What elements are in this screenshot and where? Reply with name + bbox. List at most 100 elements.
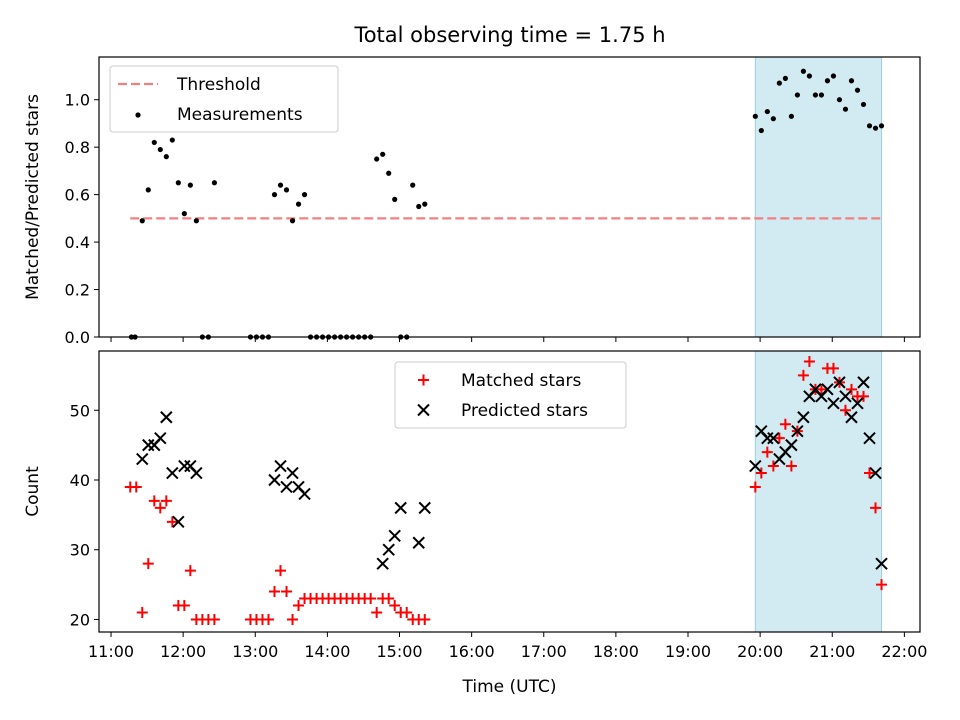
y-tick-label: 0.4 xyxy=(65,233,90,252)
matched-point xyxy=(371,606,383,618)
legend-box xyxy=(394,361,627,429)
matched-point xyxy=(275,565,287,577)
matched-point xyxy=(401,606,413,618)
predicted-point xyxy=(875,557,888,570)
x-tick-label: 16:00 xyxy=(449,642,495,661)
matched-point xyxy=(130,481,142,493)
measurement-point xyxy=(794,92,800,98)
highlight-span xyxy=(754,350,883,633)
predicted-point xyxy=(136,452,149,466)
measurement-point xyxy=(181,211,187,217)
matched-point xyxy=(803,355,815,367)
matched-point xyxy=(419,613,431,625)
measurement-point xyxy=(301,192,308,198)
measurement-point xyxy=(422,201,428,207)
measurement-point xyxy=(872,125,879,131)
measurement-point xyxy=(782,75,788,81)
predicted-point xyxy=(274,459,287,473)
measurement-point xyxy=(770,116,776,122)
matched-point xyxy=(870,502,882,514)
measurement-point xyxy=(277,182,284,188)
predicted-point xyxy=(298,487,311,501)
predicted-point xyxy=(827,397,840,410)
matched-point xyxy=(383,593,395,605)
matched-point xyxy=(262,613,274,625)
predicted-point xyxy=(394,501,407,515)
measurement-point xyxy=(187,182,193,188)
matched-point xyxy=(797,369,809,381)
legend: Matched stars Predicted stars xyxy=(394,361,627,429)
measurement-point xyxy=(157,146,163,153)
measurement-point xyxy=(860,101,867,108)
matched-point xyxy=(293,600,305,612)
y-tick-label: 0.2 xyxy=(65,281,90,300)
measurement-point xyxy=(818,92,825,98)
y-tick-label: 0.8 xyxy=(65,138,90,157)
measurement-point xyxy=(836,97,843,103)
y-tick-label: 40 xyxy=(70,471,90,490)
predicted-point xyxy=(749,459,762,473)
predicted-point xyxy=(280,480,293,494)
matched-point xyxy=(773,432,785,444)
predicted-point xyxy=(166,466,179,480)
matched-point xyxy=(178,600,190,612)
predicted-point xyxy=(833,376,846,389)
legend-box xyxy=(109,65,339,133)
measurement-point xyxy=(374,156,380,162)
matched-point xyxy=(815,383,827,395)
legend-matched-label: Matched stars xyxy=(461,371,581,391)
matched-point xyxy=(845,383,857,395)
legend-predicted-label: Predicted stars xyxy=(461,401,588,421)
bottom-panel: 20 30 40 50 11:00 12:00 13:00 14:00 15:00 16:00 17… xyxy=(23,350,927,697)
predicted-point xyxy=(791,424,804,438)
measurement-point xyxy=(812,92,819,98)
matched-point xyxy=(767,460,779,472)
matched-point xyxy=(166,516,178,528)
matched-point xyxy=(287,613,299,625)
matched-point xyxy=(268,586,280,598)
predicted-point xyxy=(172,515,185,529)
measurement-point xyxy=(848,78,855,84)
predicted-point xyxy=(412,536,425,549)
x-tick-label: 19:00 xyxy=(665,642,711,661)
predicted-point xyxy=(785,438,798,452)
x-tick-label: 22:00 xyxy=(881,642,927,661)
x-tick-label: 11:00 xyxy=(88,642,134,661)
y-tick-label: 0.0 xyxy=(65,328,90,347)
measurement-point xyxy=(211,180,217,186)
measurement-point xyxy=(842,106,849,112)
predicted-point xyxy=(863,431,876,445)
matched-point xyxy=(136,606,148,618)
measurement-point xyxy=(193,218,199,224)
measurement-point xyxy=(824,78,831,84)
measurement-point xyxy=(271,192,278,198)
series-predicted-stars xyxy=(136,376,888,570)
measurement-point xyxy=(289,218,296,224)
legend-measurement-label: Measurements xyxy=(177,105,303,125)
y-tick-label: 1.0 xyxy=(65,91,90,110)
measurement-point xyxy=(854,87,861,93)
highlight-span xyxy=(754,56,883,338)
matched-point xyxy=(160,495,172,507)
predicted-point xyxy=(190,466,203,480)
measurement-point xyxy=(416,203,422,210)
matched-point xyxy=(785,460,797,472)
predicted-point xyxy=(268,473,281,487)
measurement-point xyxy=(866,123,873,129)
matched-point xyxy=(281,586,293,598)
predicted-point xyxy=(851,397,864,410)
x-tick-label: 14:00 xyxy=(304,642,350,661)
matched-point xyxy=(864,467,876,479)
measurement-point xyxy=(295,201,302,207)
matched-point xyxy=(154,502,166,514)
y-tick-label: 20 xyxy=(70,610,90,629)
measurement-point xyxy=(145,187,151,193)
measurement-point xyxy=(283,187,290,193)
top-panel: 0.0 0.2 0.4 0.6 0.8 1.0 Matched/Predicted star… xyxy=(23,56,921,347)
matched-point xyxy=(184,565,196,577)
predicted-point xyxy=(154,431,167,445)
matched-point xyxy=(839,404,851,416)
matched-point xyxy=(779,418,791,430)
legend-matched-swatch xyxy=(418,374,429,386)
